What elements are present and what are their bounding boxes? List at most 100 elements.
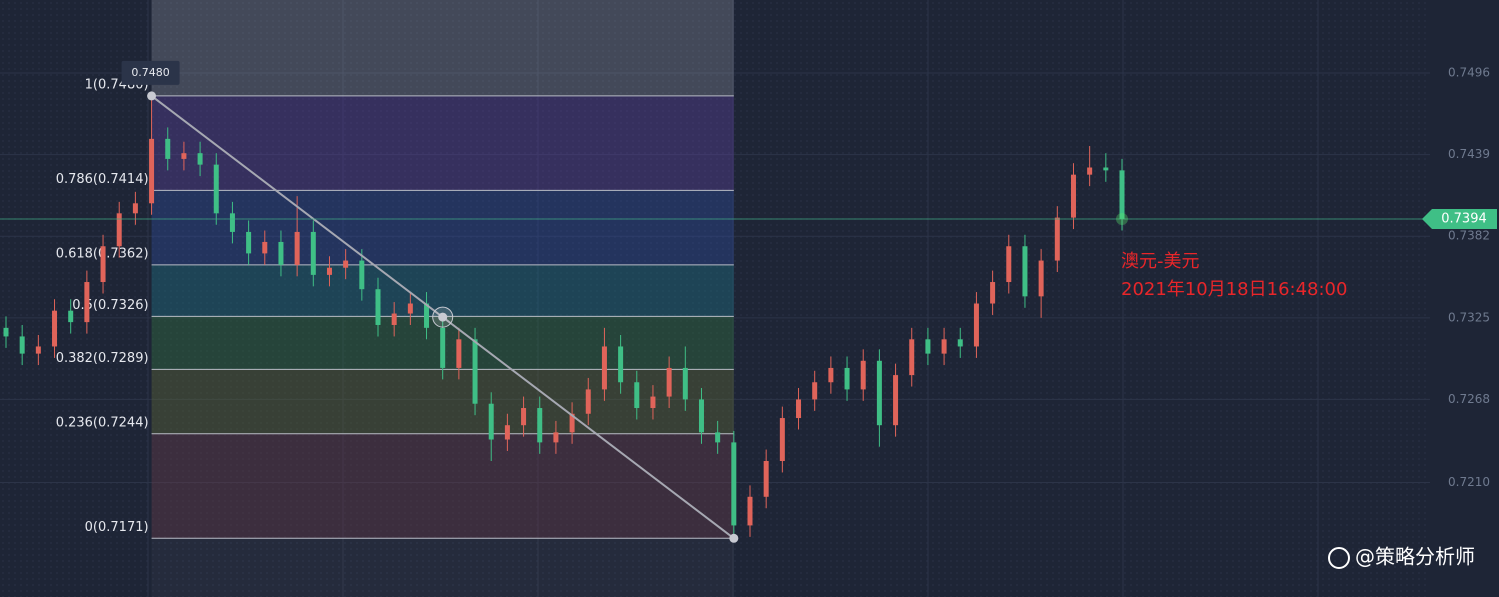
candle-body [1070, 174, 1076, 218]
candle-body [957, 339, 963, 347]
candle-body [472, 339, 478, 404]
candle-body [1038, 260, 1044, 297]
candle-body [650, 396, 656, 409]
candle-body [1022, 246, 1028, 297]
candle-body [3, 327, 9, 337]
candle-body [326, 267, 332, 275]
candle-body [456, 339, 462, 368]
candle-body [634, 382, 640, 409]
candle-body [973, 303, 979, 347]
candle-body [391, 313, 397, 325]
fib-level-label: 0.382(0.7289) [56, 351, 149, 366]
candle-body [116, 213, 122, 247]
fib-band [151, 95, 734, 191]
candle-body [407, 303, 413, 314]
candle-body [278, 241, 284, 265]
candle-body [1103, 167, 1109, 171]
candle-body [310, 231, 316, 275]
candle-body [181, 153, 187, 159]
candle-body [601, 346, 607, 390]
candle-body [731, 442, 737, 526]
candle-body [504, 425, 510, 440]
candle-body [1054, 217, 1060, 261]
candle-body [132, 203, 138, 214]
candle-body [165, 138, 171, 159]
candle-body [246, 231, 252, 254]
peak-tooltip-box [121, 60, 180, 85]
candle-body [213, 164, 219, 214]
fib-band [151, 190, 734, 265]
candle-body [488, 403, 494, 440]
fib-level-label: 0.786(0.7414) [56, 172, 149, 187]
annotation-time: 2021年10月18日16:48:00 [1121, 279, 1347, 300]
candle-body [197, 153, 203, 165]
candle-body [698, 399, 704, 433]
fib-band [151, 264, 734, 317]
candle-body [796, 399, 802, 419]
candle-body [569, 413, 575, 433]
candle-body [521, 408, 527, 426]
fib-band [151, 433, 734, 539]
candle-body [1006, 246, 1012, 283]
annotation-name: 澳元-美元 [1121, 251, 1200, 272]
candle-body [537, 408, 543, 443]
candle-body [375, 289, 381, 325]
candle-body [812, 382, 818, 400]
candle-body [828, 367, 834, 383]
candle-body [1087, 167, 1093, 175]
y-tick-label: 0.7325 [1448, 310, 1490, 324]
y-tick-label: 0.7496 [1448, 66, 1490, 80]
candle-body [779, 418, 785, 461]
y-tick-label: 0.7268 [1448, 392, 1490, 406]
candle-body [262, 241, 268, 254]
current-price-label: 0.7394 [1441, 212, 1487, 227]
candle-body [440, 327, 446, 368]
candle-body [229, 213, 235, 232]
candle-body [715, 432, 721, 443]
candle-body [844, 367, 850, 390]
candle-body [925, 339, 931, 354]
candle-body [876, 360, 882, 426]
candle-body [893, 375, 899, 426]
candle-body [35, 346, 41, 354]
fib-level-label: 0.236(0.7244) [56, 415, 149, 430]
watermark: @策略分析师 [1355, 545, 1475, 569]
candle-body [747, 496, 753, 526]
candle-body [909, 339, 915, 376]
candle-body [763, 460, 769, 497]
candle-body [990, 282, 996, 304]
fib-handle [729, 533, 739, 543]
candle-body [52, 310, 58, 347]
candle-body [149, 138, 155, 204]
candle-body [860, 360, 866, 390]
current-price-glow [1116, 213, 1128, 226]
candle-body [553, 432, 559, 443]
peak-tooltip: 0.7480 [131, 66, 170, 79]
candle-body [84, 282, 90, 323]
candle-body [682, 367, 688, 400]
map-texture [0, 0, 1430, 597]
candle-body [666, 367, 672, 397]
candle-body [1119, 170, 1125, 220]
candle-body [294, 231, 300, 265]
y-tick-label: 0.7382 [1448, 229, 1490, 243]
fib-level-label: 0(0.7171) [85, 520, 149, 535]
candle-body [343, 260, 349, 268]
current-price-tag [1422, 209, 1497, 230]
fib-handle [438, 312, 448, 322]
y-tick-label: 0.7210 [1448, 475, 1490, 489]
candle-body [19, 336, 25, 354]
fib-top-highlight [151, 0, 734, 96]
candle-body [618, 346, 624, 383]
candle-body [359, 260, 365, 290]
y-tick-label: 0.7439 [1448, 147, 1490, 161]
candle-body [68, 310, 74, 323]
fib-bottom-shade [152, 538, 734, 597]
candle-body [585, 389, 591, 414]
candle-body [941, 339, 947, 354]
watermark-logo [1328, 547, 1350, 569]
fib-handle [147, 91, 157, 101]
candle-body [424, 303, 430, 328]
